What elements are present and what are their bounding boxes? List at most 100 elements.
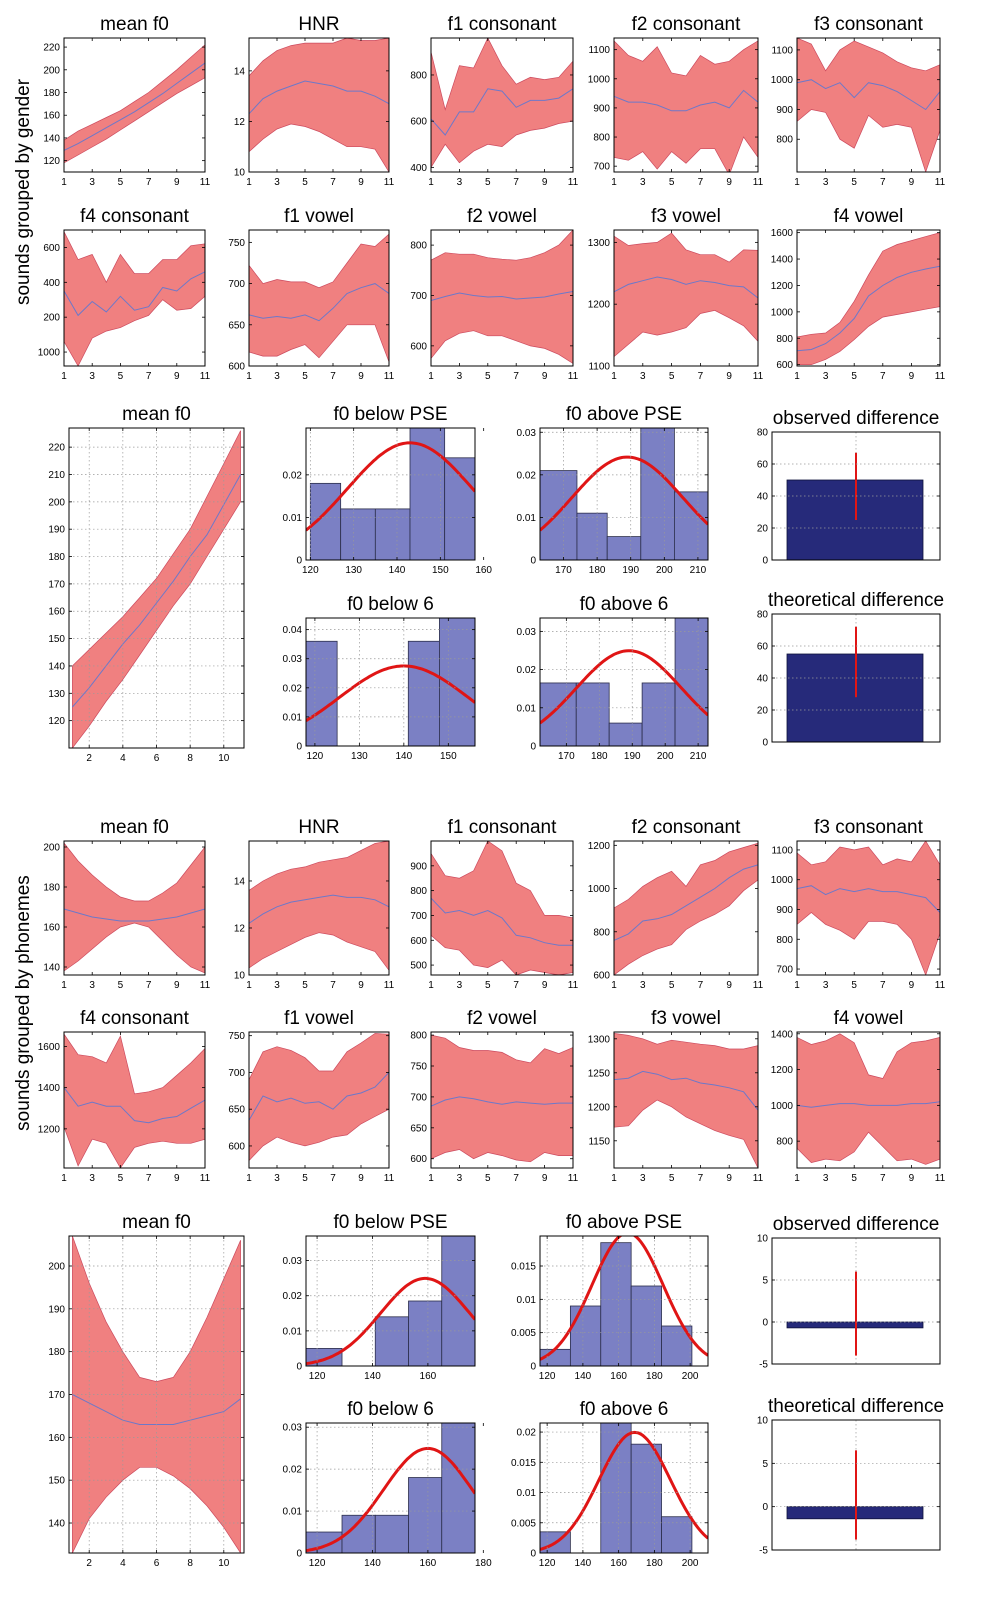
x-tick-label: 9	[174, 371, 180, 382]
histogram-bar	[374, 1514, 409, 1553]
y-tick-label: 700	[410, 291, 427, 302]
x-tick-label: 170	[555, 565, 572, 576]
y-tick-label: 1600	[38, 1042, 61, 1053]
plot-frame	[68, 1235, 245, 1554]
chart-p-f4v: f4 vowel 800 1000 1200 1400 1 3 5 7 9 11	[771, 1008, 946, 1184]
x-tick-label: 5	[485, 371, 491, 382]
y-tick-label: 650	[228, 1105, 245, 1116]
x-tick-label: 120	[302, 565, 319, 576]
chart-g-hnr: HNR 10 12 14 1 3 5 7 9 11	[234, 14, 395, 188]
x-tick-label: 4	[120, 753, 126, 764]
y-tick-label: 1000	[588, 884, 611, 895]
chart-title: f0 above 6	[580, 1399, 669, 1420]
y-tick-label: 40	[757, 674, 769, 685]
y-tick-label: 0.03	[517, 428, 537, 439]
plot-area	[797, 1033, 940, 1165]
y-tick-label: 800	[776, 1137, 793, 1148]
x-tick-label: 5	[118, 177, 124, 188]
chart-g-f3v: f3 vowel 1100 1200 1300 1 3 5 7 9 11	[588, 206, 764, 382]
confidence-band	[431, 1034, 573, 1163]
chart-p-f3c: f3 consonant 700 800 900 1000 1100 1 3 5 7 9 11	[771, 817, 946, 991]
x-tick-label: 160	[420, 1371, 437, 1382]
confidence-band	[249, 38, 389, 172]
y-tick-label: 14	[234, 876, 246, 887]
y-tick-label: 0	[296, 742, 302, 753]
x-tick-label: 1	[61, 980, 67, 991]
x-tick-label: 1	[794, 1173, 800, 1184]
y-tick-label: 0.02	[517, 470, 537, 481]
y-tick-label: 800	[776, 935, 793, 946]
x-tick-label: 9	[358, 980, 364, 991]
x-tick-label: 120	[309, 1371, 326, 1382]
y-tick-label: 170	[48, 579, 65, 590]
y-tick-label: 600	[410, 117, 427, 128]
chart-g-f2c: f2 consonant 700 800 900 1000 1100 1 3 5 7 9 11	[588, 14, 764, 188]
x-tick-label: 1	[246, 371, 252, 382]
histogram-bar	[374, 1316, 409, 1366]
y-tick-label: 1300	[588, 1034, 611, 1045]
x-tick-label: 1	[611, 177, 617, 188]
mean-line	[797, 1101, 940, 1108]
mean-line	[614, 1070, 758, 1111]
x-tick-label: 2	[86, 1558, 92, 1569]
x-tick-label: 5	[669, 371, 675, 382]
y-tick-label: 130	[48, 689, 65, 700]
y-tick-label: 750	[228, 238, 245, 249]
y-tick-label: 900	[593, 103, 610, 114]
y-tick-label: 1200	[771, 1065, 794, 1076]
y-tick-label: 800	[410, 70, 427, 81]
histogram-bar	[606, 536, 642, 560]
x-tick-label: 5	[485, 177, 491, 188]
y-tick-label: 0.01	[283, 1326, 303, 1337]
plot-area	[306, 1423, 475, 1553]
y-tick-label: 0.015	[511, 1262, 536, 1273]
histogram-bar	[600, 1423, 632, 1553]
plot-area	[431, 1034, 573, 1163]
plot-frame	[771, 1237, 941, 1365]
x-tick-label: 3	[274, 371, 280, 382]
plot-frame	[305, 1422, 476, 1554]
y-tick-label: 220	[43, 43, 60, 54]
x-tick-label: 7	[698, 1173, 704, 1184]
confidence-band	[64, 842, 205, 974]
y-tick-label: 600	[228, 362, 245, 373]
y-tick-label: 1150	[588, 1136, 610, 1147]
chart-title: f0 below PSE	[333, 1212, 447, 1233]
y-tick-label: 0.03	[283, 1423, 303, 1434]
chart-title: f2 consonant	[632, 14, 742, 35]
x-tick-label: 10	[218, 1558, 230, 1569]
confidence-band	[614, 232, 758, 358]
x-tick-label: 5	[118, 371, 124, 382]
chart-g-above-pse: f0 above PSE 0 0.01 0.02 0.03 170 180 190 200 210	[517, 404, 709, 576]
plot-frame	[63, 229, 206, 367]
y-tick-label: 1000	[771, 875, 794, 886]
y-tick-label: 900	[410, 861, 427, 872]
y-tick-label: 80	[757, 428, 769, 439]
y-tick-label: 200	[43, 313, 60, 324]
x-tick-label: 120	[539, 1558, 556, 1569]
y-tick-label: 0	[762, 556, 768, 567]
histogram-bar	[575, 682, 610, 746]
y-tick-label: 600	[410, 936, 427, 947]
x-tick-label: 8	[187, 753, 193, 764]
y-tick-label: 1600	[771, 228, 794, 239]
y-tick-label: 1000	[588, 74, 611, 85]
x-tick-label: 7	[698, 980, 704, 991]
x-tick-label: 120	[307, 751, 324, 762]
mean-line	[797, 265, 940, 352]
chart-g-f3c: f3 consonant 800 900 1000 1100 1 3 5 7 9 11	[771, 14, 946, 188]
x-tick-label: 10	[218, 753, 230, 764]
x-tick-label: 11	[200, 1173, 211, 1184]
y-tick-label: 60	[757, 460, 769, 471]
x-tick-label: 1	[61, 371, 67, 382]
y-tick-label: 0.02	[517, 1428, 537, 1439]
x-tick-label: 5	[118, 1173, 124, 1184]
chart-title: f4 vowel	[834, 206, 904, 227]
y-tick-label: 700	[410, 911, 427, 922]
histogram-bar	[407, 640, 440, 746]
histogram-bar	[600, 1242, 632, 1366]
x-tick-label: 7	[330, 1173, 336, 1184]
chart-title: f0 below 6	[347, 1399, 434, 1420]
y-tick-label: 0.02	[283, 1465, 303, 1476]
histogram-bar	[340, 508, 376, 560]
